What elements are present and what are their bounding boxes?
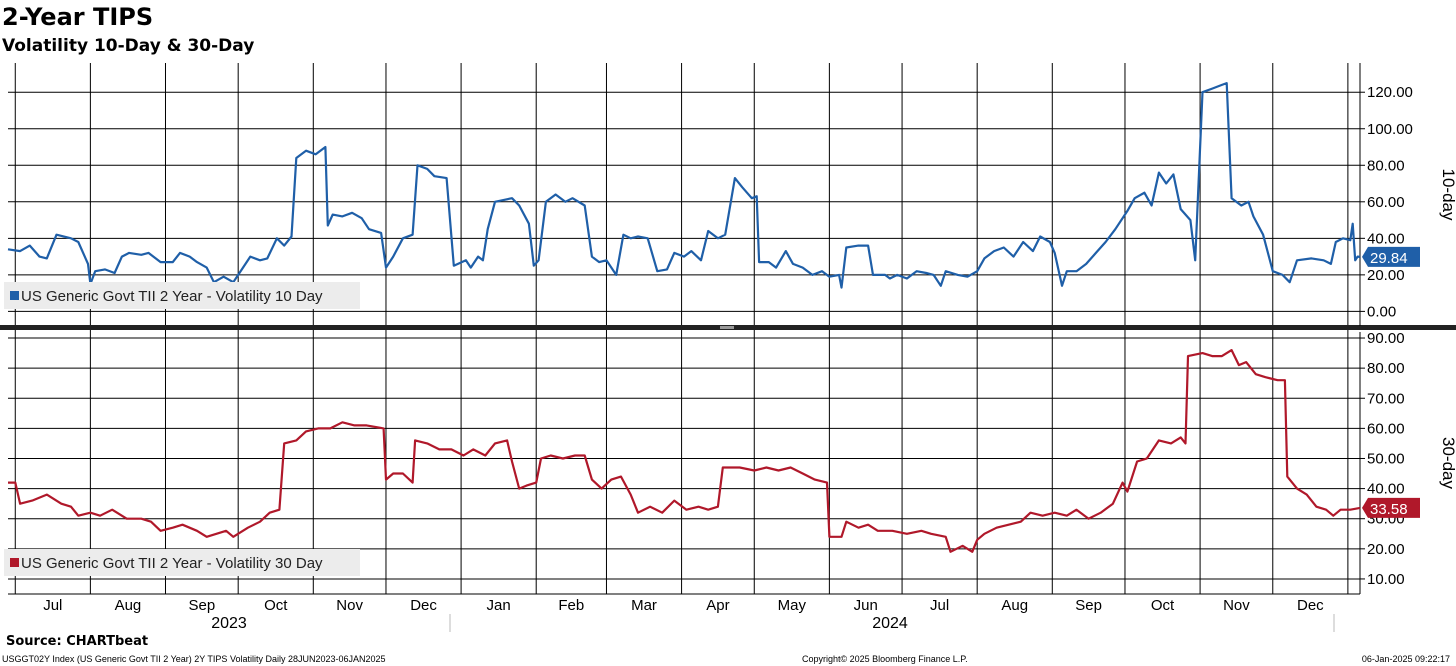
y-tick-label: 70.00 [1367, 390, 1405, 407]
x-tick-label: Jun [854, 597, 878, 614]
x-axis: Jul Aug Sep Oct Nov Dec Jan Feb Mar Apr May Jun Jul A… [8, 593, 1360, 632]
x-tick-label: Aug [1001, 597, 1028, 614]
year-label: 2024 [872, 615, 908, 632]
y-axis-title: 10-day [1439, 169, 1456, 221]
last-value-tag [1362, 246, 1420, 267]
series-line-10-day [7, 81, 1361, 289]
chart-title: 2-Year TIPS [2, 3, 154, 31]
y-tick-label: 80.00 [1367, 157, 1405, 174]
legend-label: US Generic Govt TII 2 Year - Volatility … [21, 288, 323, 305]
grid [0, 63, 1456, 594]
last-value-label: 33.58 [1370, 501, 1408, 518]
chart-subtitle: Volatility 10-Day & 30-Day [2, 36, 255, 56]
panel-30-day: 10.0020.0030.0040.0050.0060.0070.0080.00… [4, 330, 1456, 594]
legend-label: US Generic Govt TII 2 Year - Volatility … [21, 555, 323, 572]
year-label: 2023 [211, 615, 247, 632]
y-tick-label: 40.00 [1367, 230, 1405, 247]
y-tick-label: 120.00 [1367, 84, 1413, 101]
last-value-label: 29.84 [1370, 250, 1408, 267]
panel-10-day: 0.00 20.00 40.00 60.00 80.00 100.00 120.00 10-d… [4, 63, 1456, 326]
y-tick-label: 0.00 [1367, 303, 1396, 320]
y-tick-label: 60.00 [1367, 420, 1405, 437]
footer-copyright: Copyright© 2025 Bloomberg Finance L.P. [802, 654, 968, 664]
y-tick-label: 90.00 [1367, 330, 1405, 347]
x-tick-label: Apr [706, 597, 729, 614]
footer-timestamp: 06-Jan-2025 09:22:17 [1361, 654, 1450, 664]
y-tick-label: 10.00 [1367, 571, 1405, 588]
footer-index-info: USGGT02Y Index (US Generic Govt TII 2 Ye… [2, 654, 386, 664]
x-tick-label: Feb [558, 597, 584, 614]
x-tick-label: Sep [1075, 597, 1102, 614]
x-tick-label: Nov [336, 597, 363, 614]
last-value-tag [1362, 497, 1420, 518]
x-tick-label: Mar [631, 597, 657, 614]
y-tick-label: 20.00 [1367, 267, 1405, 284]
x-tick-label: Jan [487, 597, 511, 614]
y-tick-label: 20.00 [1367, 541, 1405, 558]
y-tick-label: 50.00 [1367, 450, 1405, 467]
x-tick-label: May [778, 597, 807, 614]
x-tick-label: Jul [930, 597, 949, 614]
series-line-30-day [8, 349, 1361, 553]
x-tick-label: Jul [43, 597, 62, 614]
y-tick-label: 40.00 [1367, 481, 1405, 498]
panel-splitter-handle [720, 326, 734, 329]
x-tick-label: Dec [1297, 597, 1324, 614]
y-tick-label: 100.00 [1367, 121, 1413, 138]
legend-swatch [10, 291, 19, 300]
legend-swatch [10, 558, 19, 567]
y-tick-label: 60.00 [1367, 194, 1405, 211]
y-axis-title: 30-day [1439, 437, 1456, 489]
y-tick-label: 80.00 [1367, 360, 1405, 377]
x-tick-label: Dec [410, 597, 437, 614]
source-label: Source: CHARTbeat [6, 634, 149, 649]
x-tick-label: Oct [264, 597, 288, 614]
x-tick-label: Sep [188, 597, 215, 614]
x-tick-label: Nov [1223, 597, 1250, 614]
x-tick-label: Aug [115, 597, 142, 614]
legend-box [4, 282, 360, 309]
x-tick-label: Oct [1151, 597, 1175, 614]
legend-box [4, 549, 360, 576]
